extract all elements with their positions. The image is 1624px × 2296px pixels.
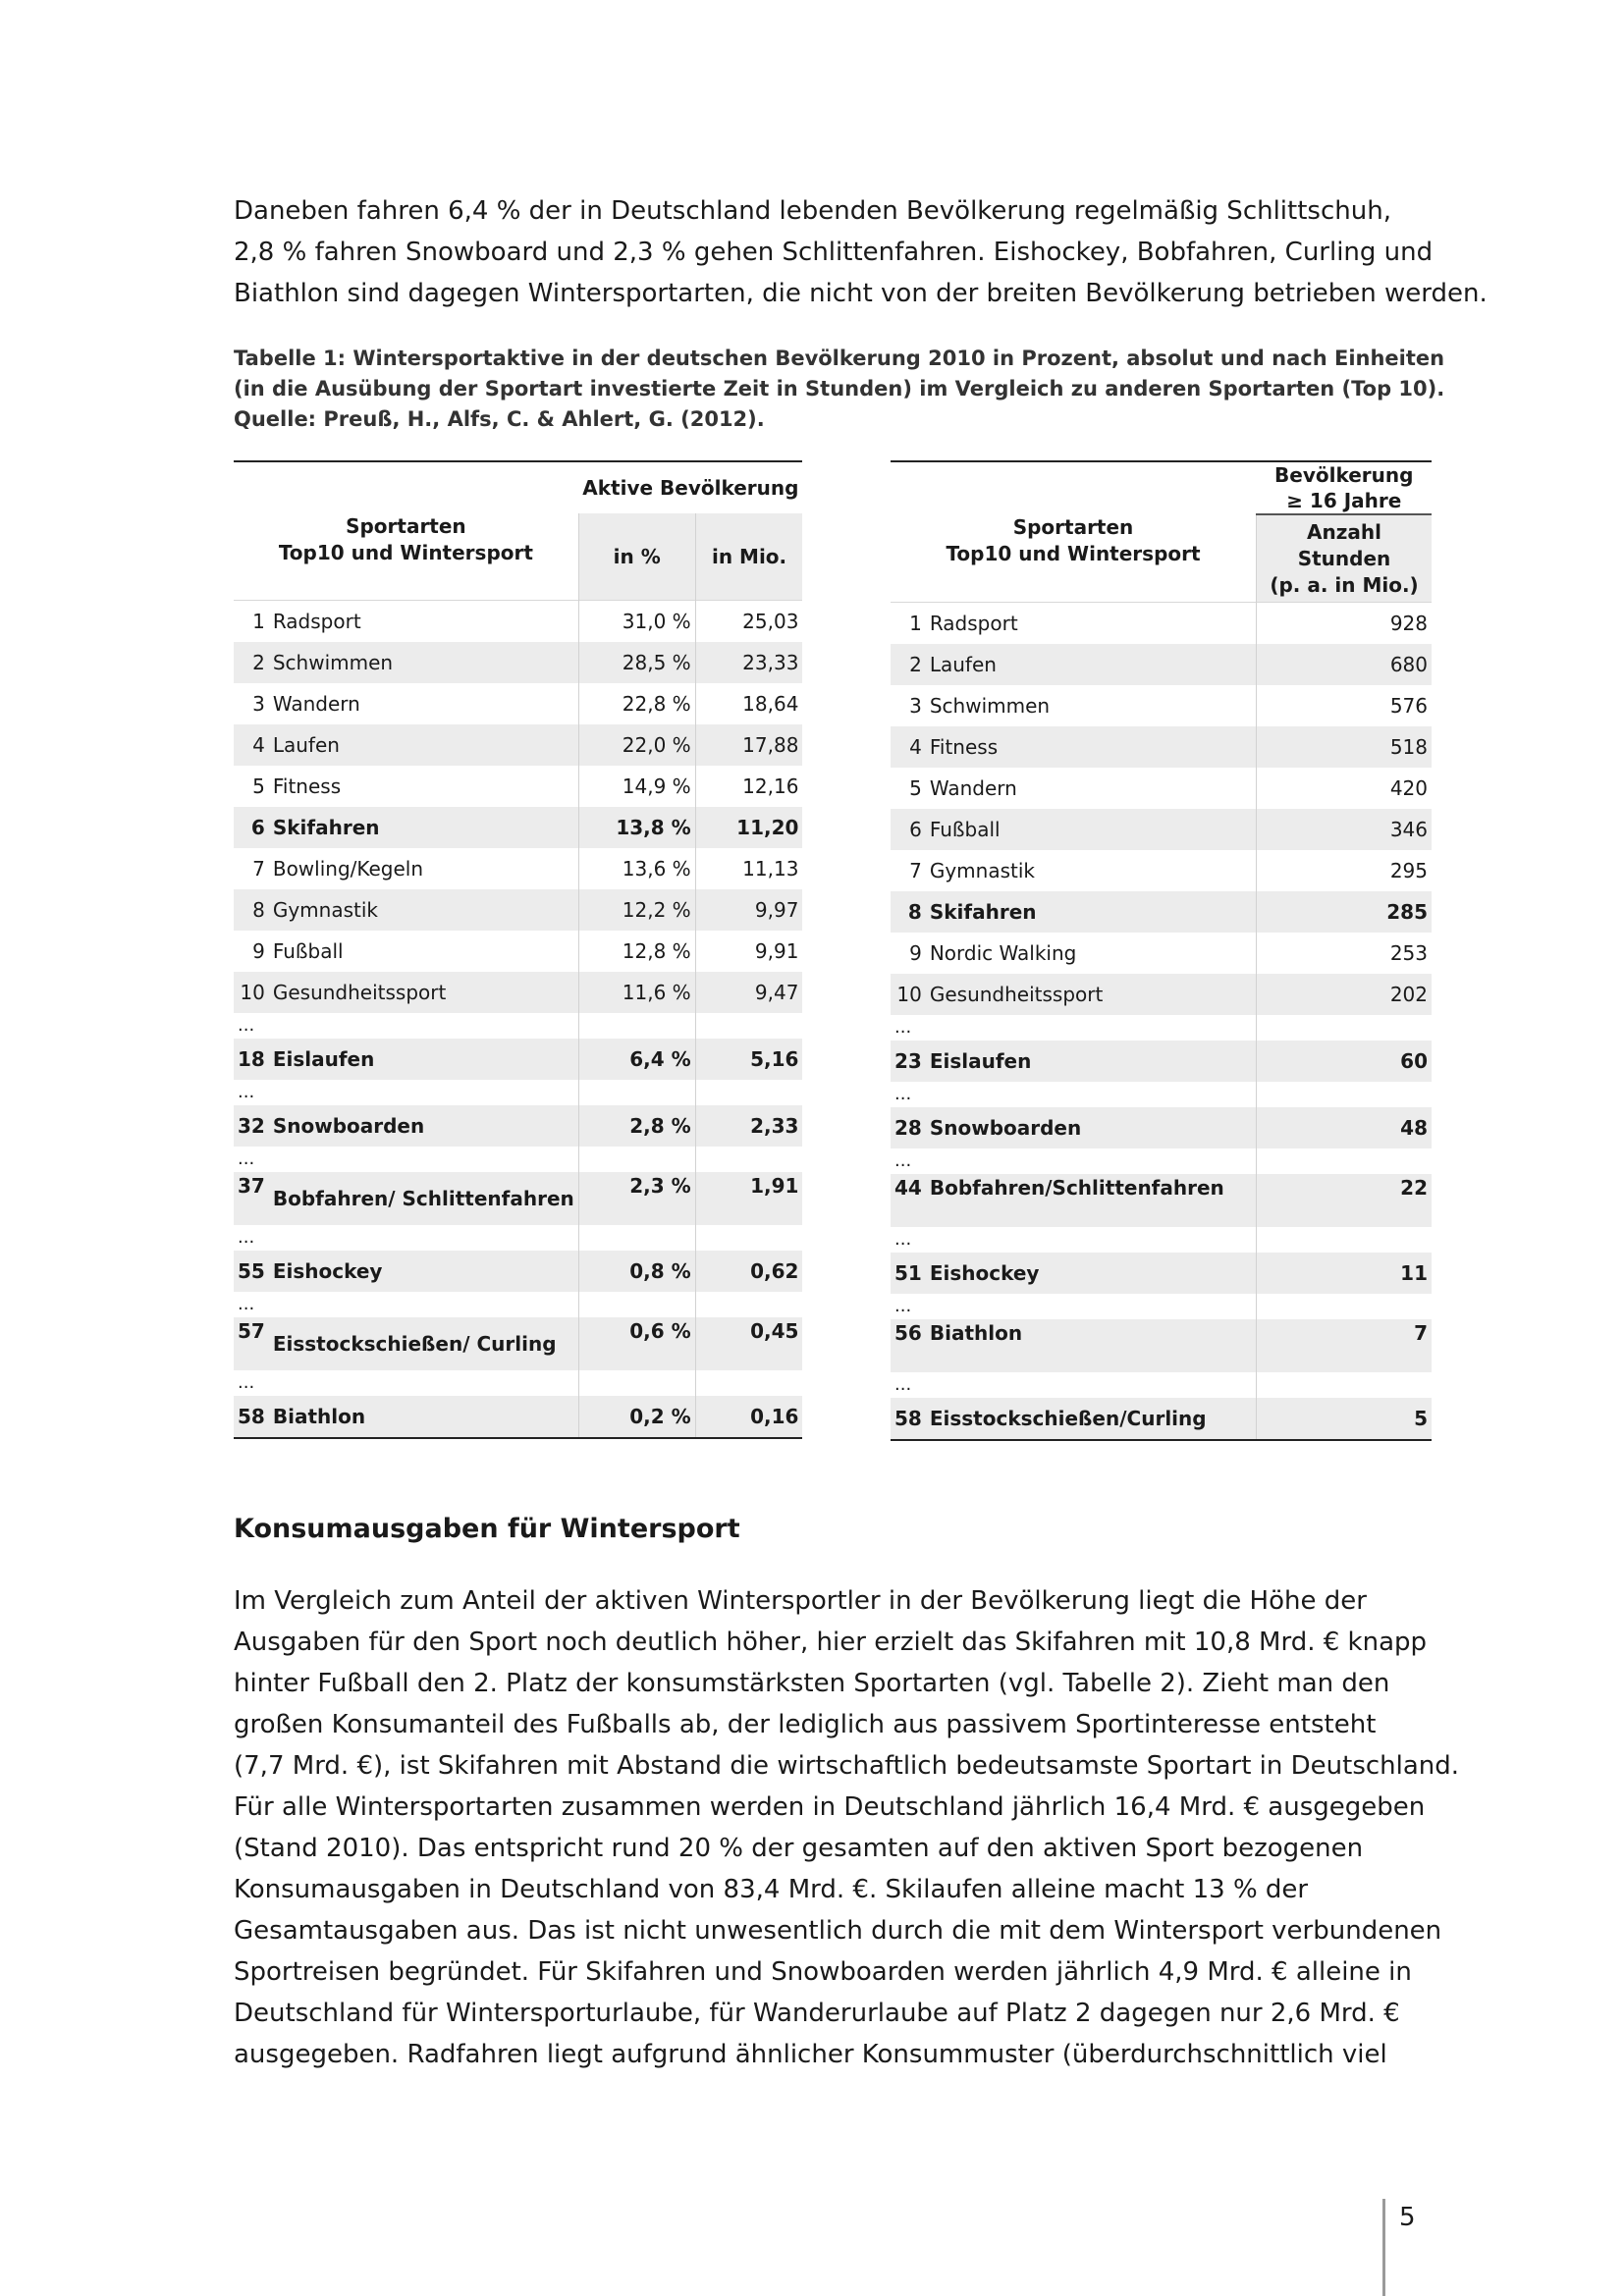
table-row: 4 Laufen 22,0 % 17,88: [234, 724, 803, 766]
text-line: Konsumausgaben in Deutschland von 83,4 M…: [234, 1875, 1309, 1904]
header-line: Stunden: [1297, 546, 1391, 570]
text-line: (7,7 Mrd. €), ist Skifahren mit Abstand …: [234, 1751, 1460, 1781]
ellipsis-row: ...: [891, 1082, 1432, 1107]
ellipsis-row: ...: [891, 1227, 1432, 1253]
table-row: 3 Wandern 22,8 % 18,64: [234, 683, 803, 724]
table-row: 1 Radsport 928: [891, 602, 1432, 644]
percent-column-header: in %: [577, 513, 696, 601]
header-line: (p. a. in Mio.): [1270, 572, 1419, 597]
group-header-active-population: Aktive Bevölkerung: [582, 476, 799, 500]
header-line: Sportarten: [1012, 515, 1134, 539]
sport-column-header: Sportarten Top10 und Wintersport: [891, 514, 1257, 603]
text-line: Sportreisen begründet. Für Skifahren und…: [234, 1957, 1412, 1987]
table-row: 32 Snowboarden 2,8 % 2,33: [234, 1105, 803, 1147]
table-row: 4 Fitness 518: [891, 726, 1432, 768]
group-header-population-16-plus: Bevölkerung ≥ 16 Jahre: [1256, 461, 1432, 515]
ellipsis-row: ...: [891, 1148, 1432, 1174]
table-row: 44 Bobfahren/Schlittenfahren 22: [891, 1174, 1432, 1227]
text-line: Deutschland für Wintersporturlaube, für …: [234, 1999, 1400, 2028]
ellipsis-row: ...: [234, 1225, 803, 1251]
table-row: 5 Fitness 14,9 % 12,16: [234, 766, 803, 807]
intro-paragraph: Daneben fahren 6,4 % der in Deutschland …: [234, 190, 1488, 314]
text-line: Biathlon sind dagegen Wintersportarten, …: [234, 279, 1488, 308]
text-line: Im Vergleich zum Anteil der aktiven Wint…: [234, 1586, 1367, 1616]
page-number: 5: [1399, 2203, 1416, 2232]
page-number-divider: [1382, 2199, 1385, 2296]
active-population-table: Aktive Bevölkerung Sportarten Top10 und …: [234, 460, 803, 1439]
text-line: (Stand 2010). Das entspricht rund 20 % d…: [234, 1834, 1364, 1863]
header-line: Top10 und Wintersport: [946, 542, 1201, 565]
body-paragraph: Im Vergleich zum Anteil der aktiven Wint…: [234, 1580, 1460, 2075]
table-row: 10 Gesundheitssport 11,6 % 9,47: [234, 972, 803, 1013]
ellipsis-row: ...: [234, 1292, 803, 1317]
section-heading: Konsumausgaben für Wintersport: [234, 1514, 740, 1544]
table-row: 9 Nordic Walking 253: [891, 933, 1432, 974]
ellipsis-row: ...: [891, 1294, 1432, 1319]
table-row: 51 Eishockey 11: [891, 1253, 1432, 1294]
table-row: 5 Wandern 420: [891, 768, 1432, 809]
sport-column-header: Sportarten Top10 und Wintersport: [234, 513, 578, 601]
table-caption: Tabelle 1: Wintersportaktive in der deut…: [234, 344, 1445, 435]
mio-column-header: in Mio.: [694, 513, 803, 601]
ellipsis-row: ...: [234, 1080, 803, 1105]
text-line: Für alle Wintersportarten zusammen werde…: [234, 1792, 1426, 1822]
table-row: 37 Bobfahren/ Schlittenfahren 2,3 % 1,91: [234, 1172, 803, 1225]
table-row: 55 Eishockey 0,8 % 0,62: [234, 1251, 803, 1292]
ellipsis-row: ...: [234, 1147, 803, 1172]
table-row: 2 Schwimmen 28,5 % 23,33: [234, 642, 803, 683]
text-line: hinter Fußball den 2. Platz der konsumst…: [234, 1669, 1390, 1698]
text-line: Gesamtausgaben aus. Das ist nicht unwese…: [234, 1916, 1442, 1946]
table-row: 3 Schwimmen 576: [891, 685, 1432, 726]
text-line: ausgegeben. Radfahren liegt aufgrund ähn…: [234, 2040, 1387, 2069]
header-line: Bevölkerung: [1274, 463, 1414, 487]
header-line: Sportarten: [346, 514, 466, 538]
table-row: 2 Laufen 680: [891, 644, 1432, 685]
header-line: ≥ 16 Jahre: [1286, 489, 1402, 512]
text-line: 2,8 % fahren Snowboard und 2,3 % gehen S…: [234, 238, 1434, 267]
table-row: 10 Gesundheitssport 202: [891, 974, 1432, 1015]
table-row: 9 Fußball 12,8 % 9,91: [234, 931, 803, 972]
table-row: 58 Biathlon 0,2 % 0,16: [234, 1396, 803, 1438]
table-row: 57 Eisstockschießen/ Curling 0,6 % 0,45: [234, 1317, 803, 1370]
caption-line: Tabelle 1: Wintersportaktive in der deut…: [234, 347, 1445, 370]
table-row: 56 Biathlon 7: [891, 1319, 1432, 1372]
table-row: 7 Gymnastik 295: [891, 850, 1432, 891]
hours-column-header: Anzahl Stunden (p. a. in Mio.): [1256, 514, 1432, 603]
ellipsis-row: ...: [234, 1013, 803, 1039]
table-row: 58 Eisstockschießen/Curling 5: [891, 1398, 1432, 1440]
ellipsis-row: ...: [234, 1370, 803, 1396]
table-row: 1 Radsport 31,0 % 25,03: [234, 600, 803, 642]
training-hours-table: Bevölkerung ≥ 16 Jahre Sportarten Top10 …: [891, 460, 1432, 1441]
caption-line: (in die Ausübung der Sportart investiert…: [234, 377, 1445, 400]
ellipsis-row: ...: [891, 1015, 1432, 1041]
caption-line: Quelle: Preuß, H., Alfs, C. & Ahlert, G.…: [234, 407, 765, 431]
header-line: Top10 und Wintersport: [278, 541, 533, 564]
table-row: 6 Skifahren 13,8 % 11,20: [234, 807, 803, 848]
table-row: 18 Eislaufen 6,4 % 5,16: [234, 1039, 803, 1080]
text-line: Ausgaben für den Sport noch deutlich höh…: [234, 1628, 1428, 1657]
table-row: 8 Gymnastik 12,2 % 9,97: [234, 889, 803, 931]
text-line: Daneben fahren 6,4 % der in Deutschland …: [234, 196, 1391, 226]
table-row: 6 Fußball 346: [891, 809, 1432, 850]
table-row: 28 Snowboarden 48: [891, 1107, 1432, 1148]
header-line: Anzahl: [1307, 519, 1381, 544]
table-row: 8 Skifahren 285: [891, 891, 1432, 933]
table-row: 7 Bowling/Kegeln 13,6 % 11,13: [234, 848, 803, 889]
table-row: 23 Eislaufen 60: [891, 1041, 1432, 1082]
text-line: großen Konsumanteil des Fußballs ab, der…: [234, 1710, 1377, 1739]
ellipsis-row: ...: [891, 1372, 1432, 1398]
